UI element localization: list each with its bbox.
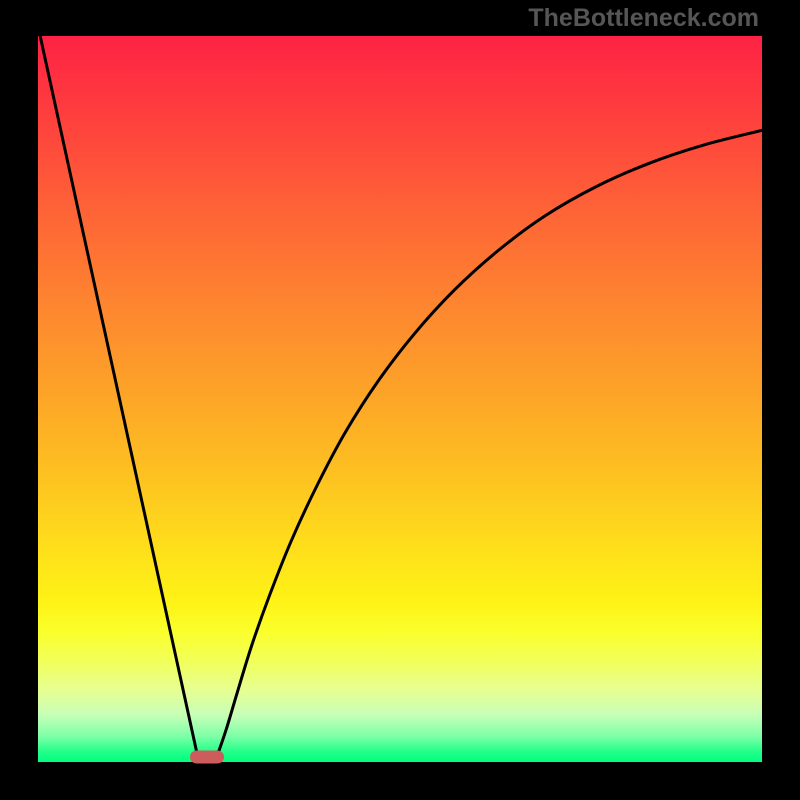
- optimum-marker: [190, 750, 224, 763]
- bottleneck-curve: [38, 36, 762, 762]
- plot-area: [38, 36, 762, 762]
- watermark-text: TheBottleneck.com: [528, 4, 759, 33]
